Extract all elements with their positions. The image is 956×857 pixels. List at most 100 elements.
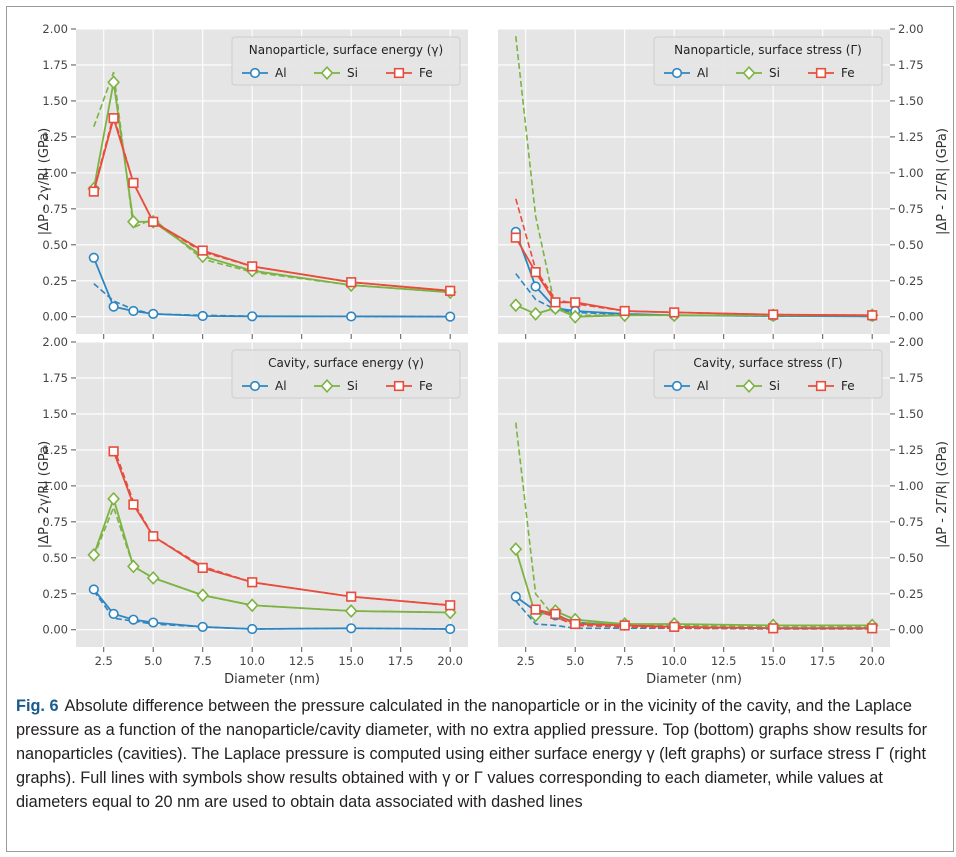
data-point-Al xyxy=(346,311,357,322)
figure-frame xyxy=(6,6,954,852)
data-point-Fe xyxy=(445,600,456,611)
data-point-Si xyxy=(127,214,140,229)
data-point-Fe xyxy=(445,285,456,296)
y-tick-label: 1.50 xyxy=(42,407,68,421)
data-point-Fe xyxy=(867,623,878,634)
data-point-Al xyxy=(346,623,357,634)
series-line-Si xyxy=(92,82,451,294)
data-point-Fe xyxy=(530,604,541,615)
data-point-Fe xyxy=(108,446,119,457)
legend-swatch-marker xyxy=(742,379,756,393)
legend-title: Nanoparticle, surface energy (γ) xyxy=(249,43,443,57)
y-tick-label: 1.25 xyxy=(898,443,924,457)
legend-swatch-marker xyxy=(671,380,683,392)
y-tick-label: 1.00 xyxy=(898,166,924,180)
legend-swatch-marker xyxy=(249,67,261,79)
data-point-Fe xyxy=(619,305,630,317)
data-point-Fe xyxy=(570,618,581,630)
figure-caption: Fig. 6 Absolute difference between the pr… xyxy=(16,694,946,814)
y-tick-label: 0.00 xyxy=(42,623,68,637)
data-point-Fe xyxy=(768,309,779,320)
x-tick-label: 5.0 xyxy=(144,654,162,668)
legend-swatch-marker xyxy=(742,66,756,80)
data-point-Fe xyxy=(108,113,119,124)
data-point-Si xyxy=(107,75,120,90)
data-point-Al xyxy=(445,311,456,322)
data-point-Al xyxy=(88,252,99,263)
y-tick-label: 1.00 xyxy=(42,479,68,493)
x-tick-label: 2.5 xyxy=(95,654,113,668)
legend-swatch-marker xyxy=(393,67,405,79)
legend-swatch-marker xyxy=(815,67,827,79)
y-tick-label: 2.00 xyxy=(898,22,924,36)
data-point-Si xyxy=(509,298,523,313)
y-tick-label: 0.00 xyxy=(898,623,924,637)
y-tick-label: 0.50 xyxy=(42,238,68,252)
x-tick-label: 15.0 xyxy=(760,654,786,668)
y-axis-label: |ΔP - 2Γ/R| (GPa) xyxy=(935,128,950,235)
legend-swatch-marker xyxy=(320,66,334,80)
data-point-Si xyxy=(107,491,120,506)
legend-label: Al xyxy=(697,379,709,393)
data-layer xyxy=(87,446,457,635)
legend: Nanoparticle, surface stress (Γ) Al Si Fe xyxy=(653,36,883,86)
data-point-Fe xyxy=(88,186,99,197)
data-point-Fe xyxy=(197,562,208,573)
y-tick-label: 1.50 xyxy=(898,407,924,421)
data-point-Fe xyxy=(768,623,779,634)
data-point-Al xyxy=(108,301,119,312)
data-point-Fe xyxy=(197,245,208,256)
y-tick-label: 0.00 xyxy=(42,310,68,324)
legend-label: Fe xyxy=(841,66,855,80)
y-tick-label: 1.25 xyxy=(898,130,924,144)
data-point-Fe xyxy=(669,621,680,632)
y-tick-label: 0.75 xyxy=(898,515,924,529)
legend-title: Nanoparticle, surface stress (Γ) xyxy=(674,43,862,57)
data-point-Fe xyxy=(550,297,561,308)
x-tick-label: 7.5 xyxy=(194,654,212,668)
legend-label: Si xyxy=(347,379,358,393)
data-point-Fe xyxy=(148,216,159,227)
y-tick-label: 0.75 xyxy=(42,202,68,216)
legend-label: Si xyxy=(769,379,780,393)
data-point-Fe xyxy=(247,577,258,588)
figure-plots: 0.00 0.25 0.50 0.75 1.00 1.25 1.50 1.75 2.00 |ΔP … xyxy=(37,22,950,687)
y-tick-label: 0.50 xyxy=(42,551,68,565)
legend-swatch-marker xyxy=(671,67,683,79)
x-tick-label: 15.0 xyxy=(338,654,364,668)
y-tick-label: 0.50 xyxy=(898,238,924,252)
legend-label: Fe xyxy=(419,66,433,80)
x-tick-label: 10.0 xyxy=(661,654,687,668)
x-tick-label: 17.5 xyxy=(810,654,836,668)
y-axis-label: |ΔP - 2γ/R| (GPa) xyxy=(37,441,52,548)
y-tick-label: 0.00 xyxy=(898,310,924,324)
x-tick-label: 2.5 xyxy=(517,654,535,668)
legend-swatch-marker xyxy=(249,380,261,392)
series-dashed-Si xyxy=(515,422,873,628)
data-point-Fe xyxy=(128,177,139,189)
data-point-Si xyxy=(568,309,582,324)
x-axis-label: Diameter (nm) xyxy=(224,672,320,687)
data-point-Si xyxy=(529,306,542,321)
y-tick-label: 1.75 xyxy=(42,371,68,385)
y-tick-label: 2.00 xyxy=(898,335,924,349)
data-point-Si xyxy=(509,542,523,557)
x-tick-label: 20.0 xyxy=(859,654,885,668)
legend-swatch-marker xyxy=(320,379,334,393)
data-point-Al xyxy=(148,308,159,319)
data-point-Al xyxy=(148,617,159,628)
data-point-Fe xyxy=(510,232,521,243)
y-tick-label: 1.75 xyxy=(898,371,924,385)
legend-label: Al xyxy=(275,66,287,80)
x-tick-label: 17.5 xyxy=(388,654,414,668)
data-point-Al xyxy=(108,608,119,620)
legend-label: Si xyxy=(769,66,780,80)
data-point-Al xyxy=(197,621,208,632)
y-tick-label: 0.25 xyxy=(42,274,68,288)
data-point-Fe xyxy=(619,620,630,631)
legend: Cavity, surface stress (Γ) Al Si Fe xyxy=(653,349,883,399)
y-tick-label: 0.75 xyxy=(42,515,68,529)
y-tick-label: 2.00 xyxy=(42,22,68,36)
data-point-Si xyxy=(146,570,160,585)
data-point-Al xyxy=(530,281,541,292)
